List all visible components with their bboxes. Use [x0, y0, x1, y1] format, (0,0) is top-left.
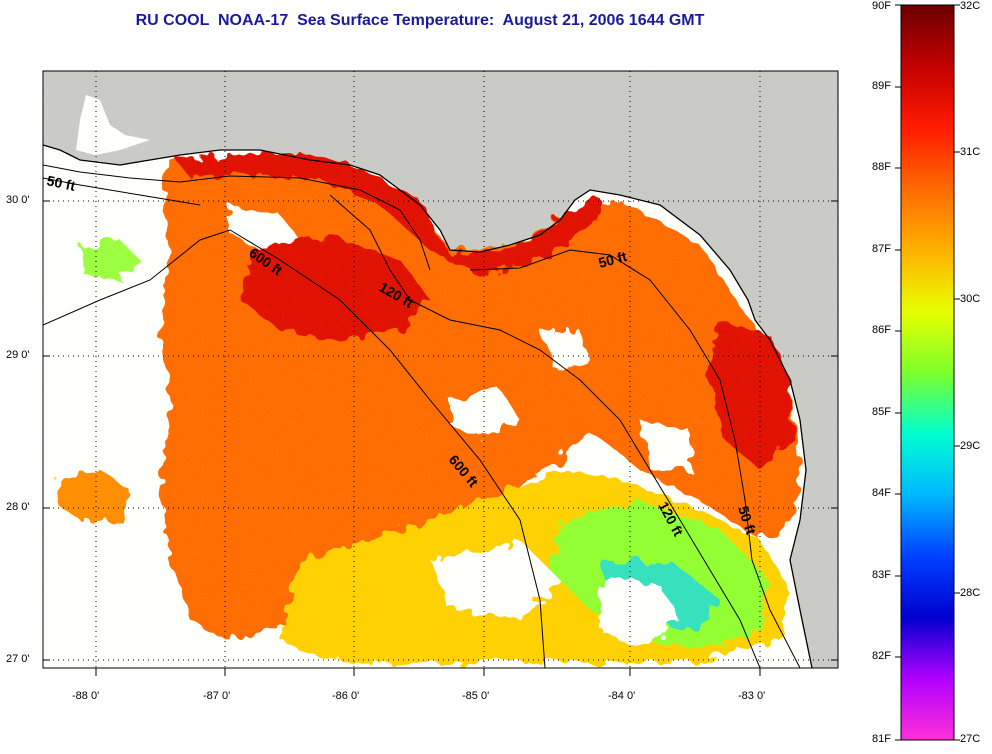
- cb-f-83: 83F: [872, 569, 891, 581]
- lat-label-29: 29 0': [6, 349, 30, 361]
- cb-f-88: 88F: [872, 161, 891, 173]
- lat-label-30: 30 0': [6, 194, 30, 206]
- colorbar-ticks: [895, 4, 960, 741]
- cb-c-28: 28C: [960, 587, 981, 599]
- cb-c-30: 30C: [960, 293, 981, 305]
- cb-f-90: 90F: [872, 0, 891, 12]
- cb-f-86: 86F: [872, 324, 891, 336]
- cb-f-87: 87F: [872, 243, 891, 255]
- lat-label-28: 28 0': [6, 501, 30, 513]
- cb-f-85: 85F: [872, 406, 891, 418]
- cb-c-27: 27C: [960, 733, 981, 745]
- coastline: [43, 144, 813, 668]
- lon-label-86: -86 0': [332, 690, 360, 702]
- lon-label-83: -83 0': [738, 690, 766, 702]
- contour-600ft-west-tail: [43, 177, 201, 206]
- cb-c-31: 31C: [960, 146, 981, 158]
- cb-f-81: 81F: [872, 733, 891, 745]
- lon-label-84: -84 0': [608, 690, 636, 702]
- map-frame: [42, 70, 839, 669]
- axis-ticks: [43, 200, 838, 676]
- contour-50ft-east: [469, 249, 801, 668]
- chart-title: RU COOL NOAA-17 Sea Surface Temperature:…: [135, 12, 705, 29]
- lon-label-88: -88 0': [72, 690, 100, 702]
- cb-f-84: 84F: [872, 487, 891, 499]
- lon-label-87: -87 0': [203, 690, 231, 702]
- contour-label-50ft-east: 50 ft: [597, 248, 629, 271]
- lat-label-27: 27 0': [6, 653, 30, 665]
- cb-c-32: 32C: [960, 0, 981, 12]
- contour-120ft: [329, 194, 761, 668]
- map-area: 50 ft 600 ft 120 ft 50 ft 600 ft 120 ft …: [43, 71, 838, 668]
- cb-f-89: 89F: [872, 80, 891, 92]
- depth-contours: [43, 164, 801, 668]
- contour-label-50ft-west: 50 ft: [45, 172, 77, 194]
- colorbar: [900, 4, 955, 741]
- contour-50ft-west: [43, 164, 431, 271]
- contour-600ft: [43, 229, 546, 668]
- cb-f-82: 82F: [872, 650, 891, 662]
- cb-c-29: 29C: [960, 440, 981, 452]
- lon-label-85: -85 0': [462, 690, 490, 702]
